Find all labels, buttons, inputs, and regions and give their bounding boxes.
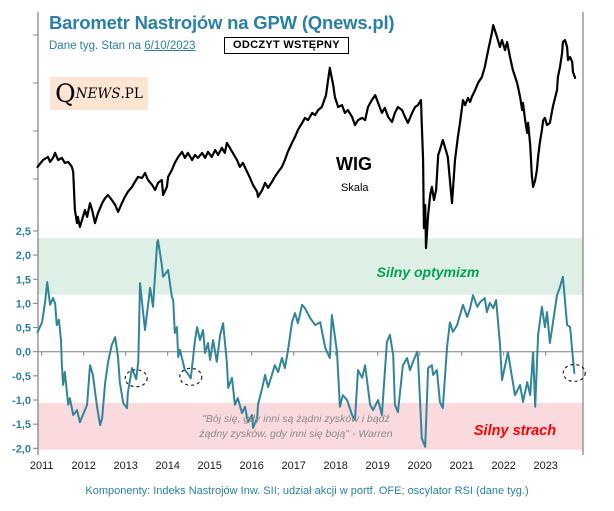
subtitle-prefix: Dane tyg. Stan na [49, 40, 145, 52]
fear-band-label: Silny strach [473, 423, 557, 439]
logo-q: Q [55, 79, 76, 108]
optimism-band-label: Silny optymizm [376, 264, 480, 280]
x-tick-label: 2023 [533, 460, 557, 472]
preliminary-reading-badge: ODCZYT WSTĘPNY [224, 37, 349, 54]
y-tick-label: 1,0 [16, 298, 31, 310]
highlight-circle [179, 367, 203, 386]
components-footnote: Komponenty: Indeks Nastrojów Inw. SII; u… [85, 485, 529, 497]
y-tick-label: 0,0 [16, 347, 31, 359]
y-tick-label: 2,5 [16, 226, 31, 238]
subtitle: Dane tyg. Stan na 6/10/2023 [49, 40, 195, 52]
buffett-quote: "Bój się, gdy inni są żądni zysków i bąd… [166, 412, 426, 442]
x-tick-label: 2021 [449, 460, 473, 472]
x-tick-label: 2016 [239, 460, 263, 472]
y-tick-label: 2,0 [16, 250, 31, 262]
x-tick-label: 2012 [71, 460, 95, 472]
y-tick-label: 0,5 [16, 323, 31, 335]
x-tick-label: 2015 [197, 460, 221, 472]
x-tick-label: 2022 [491, 460, 515, 472]
wig-series-label: WIG [336, 154, 372, 174]
y-tick-label: -1,5 [12, 419, 31, 431]
x-tick-label: 2014 [155, 460, 179, 472]
page-title: Barometr Nastrojów na GPW (Qnews.pl) [49, 12, 395, 33]
y-tick-label: -0,5 [12, 371, 31, 383]
highlight-circle [562, 363, 586, 383]
x-tick-label: 2020 [407, 460, 431, 472]
qnews-logo: Q NEWS .PL [50, 77, 148, 110]
x-tick-label: 2019 [365, 460, 389, 472]
barometer-line [36, 239, 576, 448]
wig-line [36, 24, 577, 250]
quote-line-1: "Bój się, gdy inni są żądni zysków i bąd… [202, 413, 390, 425]
logo-pl: .PL [120, 85, 143, 102]
report-date: 6/10/2023 [144, 40, 196, 52]
x-tick-label: 2018 [323, 460, 347, 472]
y-tick-label: -2,0 [12, 443, 31, 455]
quote-line-2: żądny zysków, gdy inni się boją" - Warre… [199, 428, 393, 440]
y-tick-label: 1,5 [16, 274, 31, 286]
wig-scale-label: Skala [341, 182, 369, 194]
optimism-band [38, 238, 583, 295]
fear-band [38, 402, 583, 450]
highlight-circle [124, 369, 148, 388]
y-tick-label: -1,0 [12, 395, 31, 407]
x-tick-label: 2013 [113, 460, 137, 472]
x-tick-label: 2011 [30, 460, 54, 472]
x-tick-label: 2017 [281, 460, 305, 472]
logo-news: NEWS [75, 85, 121, 102]
